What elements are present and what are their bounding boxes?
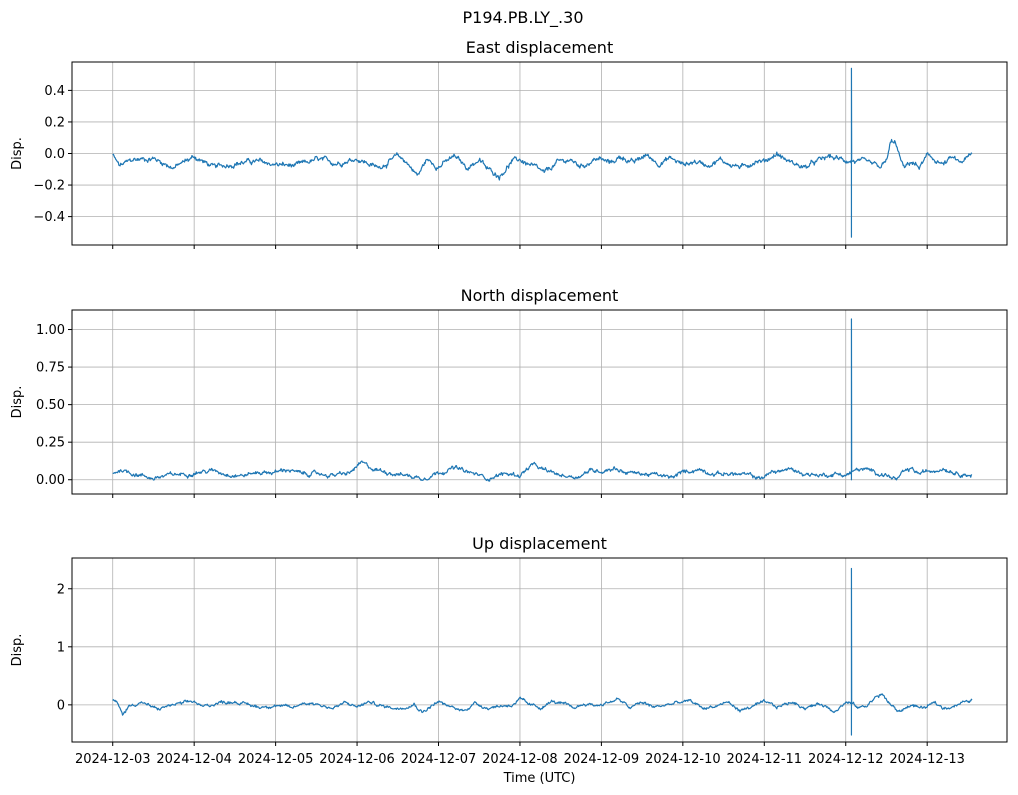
x-tick-label: 2024-12-09 — [564, 752, 640, 767]
series-line — [112, 567, 973, 736]
x-tick-label: 2024-12-06 — [319, 752, 395, 767]
x-tick-label: 2024-12-11 — [727, 752, 803, 767]
y-tick-label: 0.2 — [44, 115, 65, 130]
x-tick-label: 2024-12-07 — [401, 752, 477, 767]
x-tick-label: 2024-12-04 — [156, 752, 232, 767]
panel-up: Up displacement 0 1 2 2024-12-03 2024-12-04 20… — [10, 534, 1008, 786]
x-tick-label: 2024-12-10 — [645, 752, 721, 767]
axes-frame — [71, 309, 1008, 495]
y-tick-label: 1 — [57, 640, 65, 655]
y-tick-label: 0.75 — [36, 361, 65, 376]
y-tick-label: 0 — [57, 698, 65, 713]
series-line — [112, 67, 973, 238]
panel-title: Up displacement — [472, 534, 607, 553]
x-tick-label: 2024-12-08 — [482, 752, 558, 767]
y-tick-label: 1.00 — [36, 323, 65, 338]
y-tick-label: 0.25 — [36, 436, 65, 451]
y-tick-label: 2 — [57, 582, 65, 597]
panel-east: East displacement −0.4 −0.2 0.0 0.2 0.4 Disp. — [10, 38, 1008, 249]
series-line — [112, 318, 973, 482]
x-tick-label: 2024-12-13 — [889, 752, 965, 767]
y-axis-label: Disp. — [10, 634, 25, 667]
panel-title: East displacement — [466, 38, 613, 57]
panel-title: North displacement — [461, 286, 619, 305]
axes-frame — [71, 557, 1008, 743]
panel-north: North displacement 0.00 0.25 0.50 0.75 1.00 Di… — [10, 286, 1008, 498]
y-tick-label: 0.00 — [36, 473, 65, 488]
y-tick-label: −0.4 — [33, 210, 65, 225]
y-axis-label: Disp. — [10, 137, 25, 170]
y-tick-label: 0.50 — [36, 398, 65, 413]
y-tick-label: 0.0 — [44, 147, 65, 162]
y-tick-label: −0.2 — [33, 179, 65, 194]
x-tick-label: 2024-12-12 — [808, 752, 884, 767]
figure-suptitle: P194.PB.LY_.30 — [463, 8, 584, 28]
x-tick-label: 2024-12-03 — [75, 752, 151, 767]
x-tick-label: 2024-12-05 — [238, 752, 314, 767]
x-axis-label: Time (UTC) — [503, 771, 576, 786]
y-axis-label: Disp. — [10, 386, 25, 419]
y-tick-label: 0.4 — [44, 84, 65, 99]
